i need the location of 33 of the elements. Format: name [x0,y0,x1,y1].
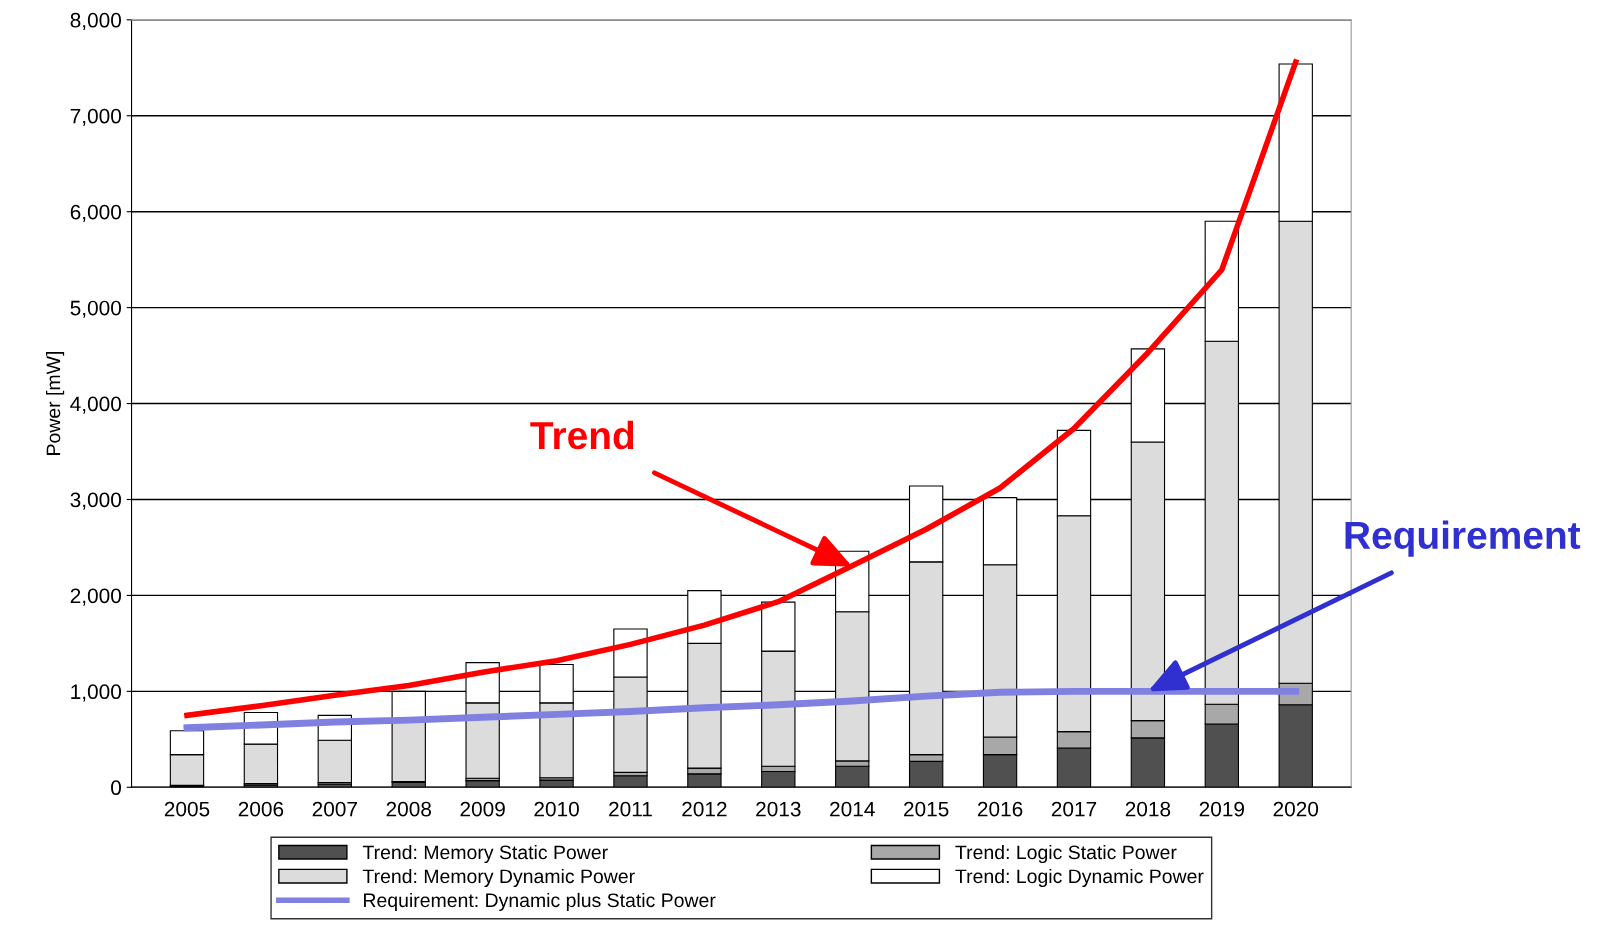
x-tick-label: 2012 [682,801,727,817]
y-tick-label: 7,000 [70,108,122,126]
y-tick-label: 3,000 [70,492,122,510]
x-tick-label: 2006 [238,801,284,817]
x-tick-label: 2011 [609,801,652,817]
y-tick-label: 5,000 [70,300,122,318]
x-tick-label: 2005 [164,801,210,817]
legend-label: Requirement: Dynamic plus Static Power [364,892,716,911]
x-tick-label: 2018 [1125,801,1171,817]
x-tick-label: 2019 [1199,801,1244,817]
x-tick-label: 2008 [386,801,431,817]
annotation: Requirement [1345,520,1581,557]
y-tick-label: 1,000 [71,684,122,702]
x-tick-label: 2014 [830,801,875,817]
legend-label: Trend: Memory Dynamic Power [362,868,635,888]
x-tick-label: 2017 [1051,801,1097,817]
legend-label: Trend: Memory Static Power [362,844,608,864]
x-tick-label: 2013 [756,801,801,817]
x-tick-label: 2010 [534,801,579,817]
y-axis-title: Power [mW] [46,352,65,455]
y-tick-label: 4,000 [70,396,122,414]
x-tick-label: 2020 [1273,801,1319,817]
legend-label: Trend: Logic Dynamic Power [955,868,1204,888]
x-tick-label: 2009 [460,801,505,817]
x-tick-label: 2016 [977,801,1023,817]
x-tick-label: 2007 [312,801,357,817]
y-tick-label: 0 [111,780,122,796]
legend-label: Trend: Logic Static Power [955,844,1177,864]
y-tick-label: 6,000 [70,204,122,222]
x-tick-label: 2015 [904,801,949,817]
y-tick-label: 8,000 [70,12,122,31]
annotation: Trend [530,420,634,450]
y-tick-label: 2,000 [70,588,122,606]
